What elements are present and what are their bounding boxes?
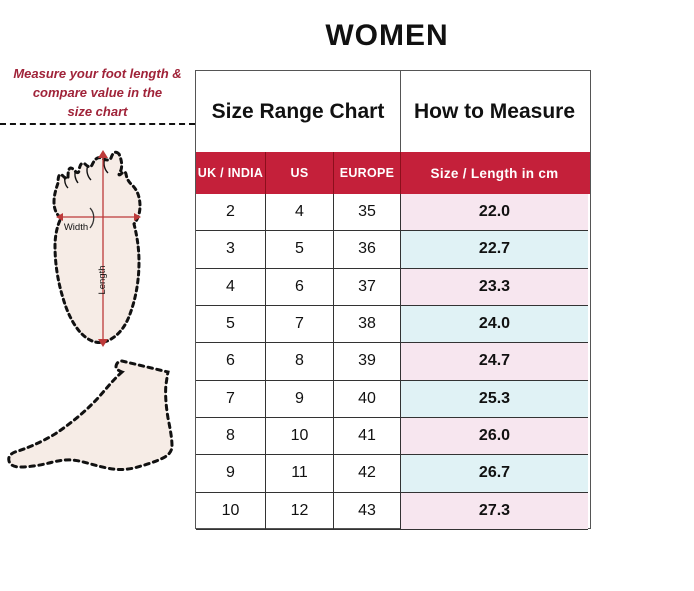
svg-text:Length: Length <box>97 265 108 294</box>
svg-text:Width: Width <box>64 222 88 233</box>
